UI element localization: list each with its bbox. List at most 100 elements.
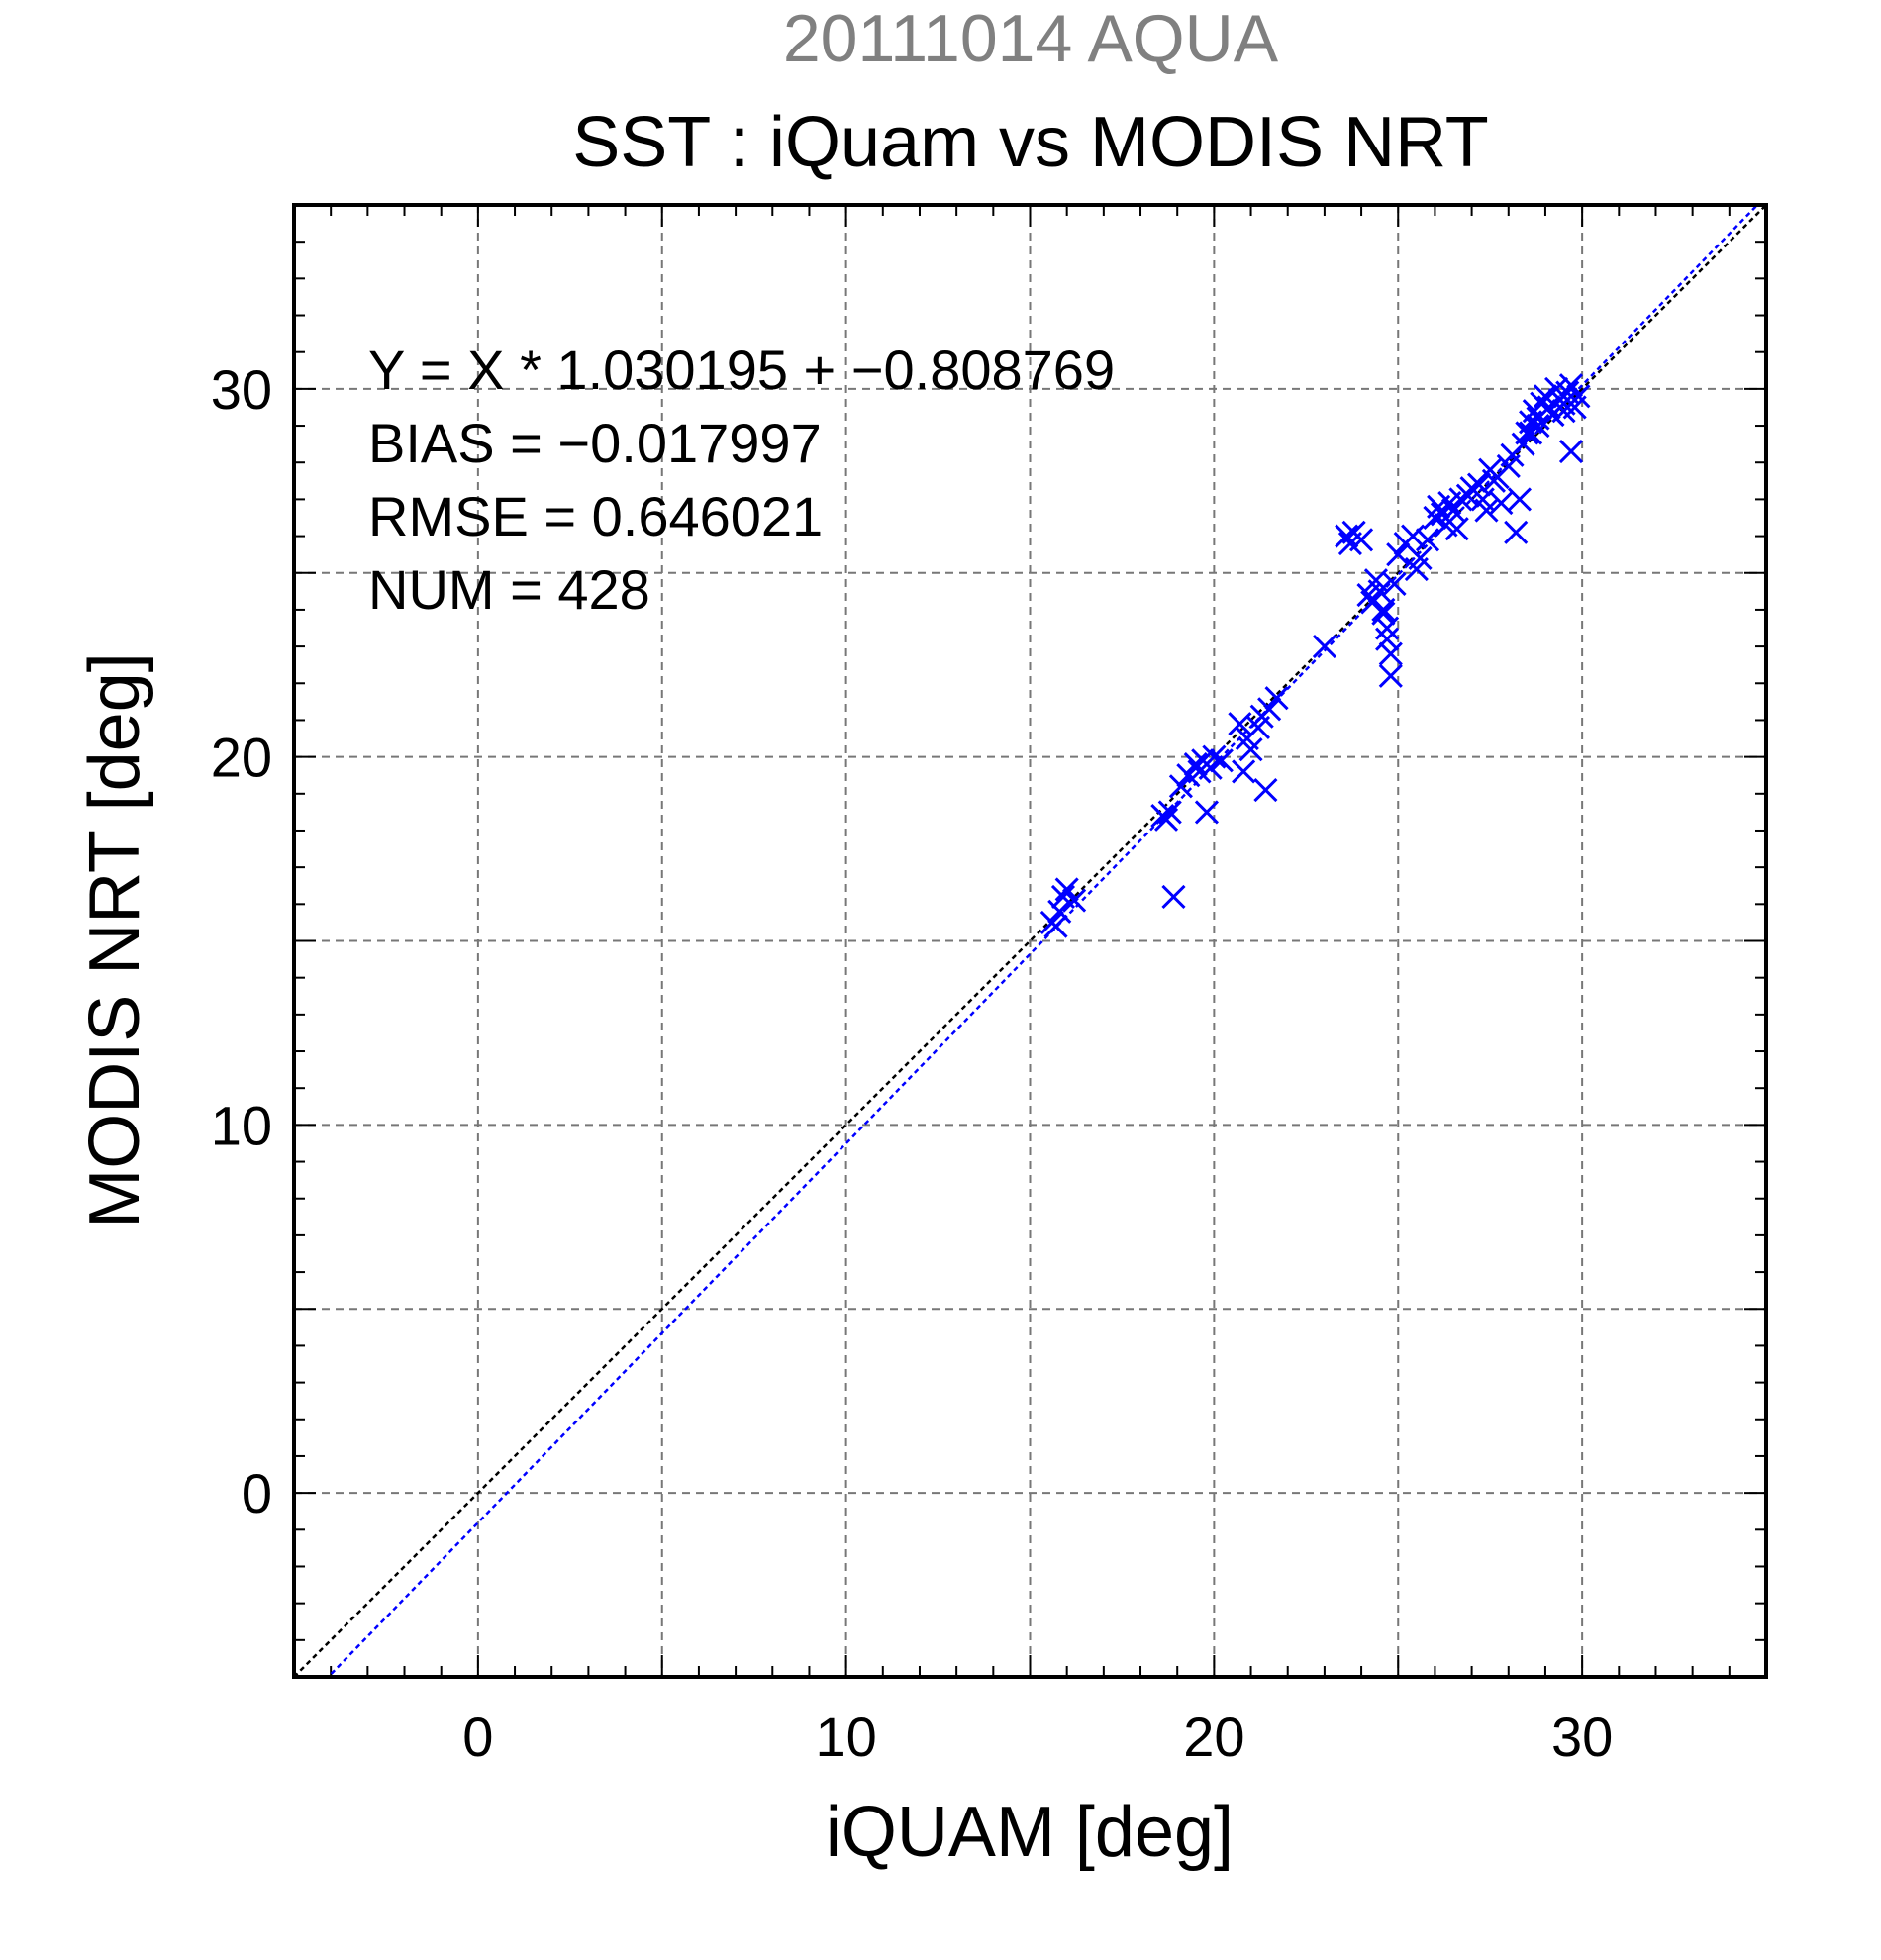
chart-subtitle: 20111014 AQUA <box>783 1 1279 76</box>
data-point <box>1504 520 1529 544</box>
data-point <box>1249 704 1274 729</box>
chart-title: SST : iQuam vs MODIS NRT <box>572 103 1489 182</box>
data-point <box>1466 472 1492 497</box>
data-point-stroke <box>1511 432 1535 456</box>
y-tick-label: 10 <box>211 1094 272 1156</box>
data-point <box>1209 748 1234 773</box>
data-point <box>1511 432 1535 456</box>
data-point-stroke <box>1232 759 1256 784</box>
data-point-stroke <box>1161 884 1186 909</box>
data-point <box>1551 391 1576 416</box>
data-point <box>1382 571 1407 596</box>
data-point <box>1415 528 1440 552</box>
data-point <box>1153 807 1179 832</box>
data-point-stroke <box>1507 487 1532 512</box>
data-point-stroke <box>1360 590 1385 615</box>
data-point <box>1228 712 1252 736</box>
data-point-stroke <box>1187 759 1212 784</box>
data-point-stroke <box>1253 778 1278 803</box>
data-point <box>1264 686 1289 711</box>
data-point <box>1183 751 1208 777</box>
data-point <box>1430 502 1454 527</box>
data-point <box>1378 641 1403 666</box>
data-point-stroke <box>1558 373 1584 398</box>
data-point-stroke <box>1551 391 1576 416</box>
data-point <box>1558 373 1584 398</box>
stats-box: Y = X * 1.030195 + −0.808769 BIAS = −0.0… <box>368 339 1115 621</box>
data-point-stroke <box>1504 520 1529 544</box>
x-tick-label: 10 <box>815 1706 876 1768</box>
data-point <box>1566 384 1591 409</box>
data-point-stroke <box>1536 395 1561 420</box>
x-tick-label: 20 <box>1183 1706 1244 1768</box>
data-points <box>1040 373 1591 938</box>
data-point <box>1054 877 1079 902</box>
data-point <box>1404 556 1429 582</box>
x-tick-label: 0 <box>462 1706 493 1768</box>
data-point <box>1526 413 1550 439</box>
data-point <box>1474 498 1499 523</box>
data-point-stroke <box>1043 914 1068 938</box>
data-point-stroke <box>1050 884 1076 909</box>
data-point <box>1375 616 1400 640</box>
x-tick-label: 30 <box>1551 1706 1613 1768</box>
data-point-stroke <box>1434 513 1458 538</box>
data-point-stroke <box>1209 748 1234 773</box>
data-point-stroke <box>1459 476 1484 501</box>
data-point-stroke <box>1367 579 1392 604</box>
stats-num: NUM = 428 <box>368 558 650 621</box>
data-point-stroke <box>1444 517 1469 541</box>
data-point-stroke <box>1382 571 1407 596</box>
data-point-stroke <box>1378 641 1403 666</box>
data-point <box>1161 884 1186 909</box>
data-point-stroke <box>1337 531 1362 556</box>
data-point <box>1375 627 1400 651</box>
data-point-stroke <box>1489 491 1514 516</box>
data-point-stroke <box>1526 413 1550 439</box>
data-point-stroke <box>1238 737 1263 762</box>
data-point-stroke <box>1474 498 1499 523</box>
data-point-stroke <box>1153 807 1179 832</box>
data-point <box>1194 800 1220 825</box>
data-point-stroke <box>1378 663 1403 688</box>
data-point-stroke <box>1194 800 1220 825</box>
data-point <box>1047 899 1072 924</box>
data-point-stroke <box>1047 899 1072 924</box>
tick-labels: 0 10 20 30 0 10 20 30 <box>211 358 1614 1768</box>
data-point <box>1485 465 1510 490</box>
data-point-stroke <box>1558 440 1584 464</box>
grid-lines <box>294 205 1766 1677</box>
data-point-stroke <box>1054 877 1079 902</box>
data-point <box>1043 914 1068 938</box>
stats-fit-equation: Y = X * 1.030195 + −0.808769 <box>368 339 1115 401</box>
data-point <box>1238 737 1263 762</box>
data-point-stroke <box>1363 568 1389 593</box>
data-point-stroke <box>1062 888 1087 913</box>
data-point <box>1367 579 1392 604</box>
data-point-stroke <box>1335 524 1359 548</box>
data-point-stroke <box>1183 751 1208 777</box>
data-point-stroke <box>1485 465 1510 490</box>
fit-line <box>326 205 1759 1677</box>
data-point <box>1337 531 1362 556</box>
data-point-stroke <box>1566 384 1591 409</box>
data-point <box>1187 759 1212 784</box>
data-point-stroke <box>1264 686 1289 711</box>
data-point-stroke <box>1312 635 1336 659</box>
data-point-stroke <box>1533 384 1558 409</box>
data-point <box>1157 800 1182 825</box>
data-point-stroke <box>1168 774 1193 799</box>
x-axis-label: iQUAM [deg] <box>826 1793 1234 1872</box>
data-point-stroke <box>1404 556 1429 582</box>
data-point <box>1253 778 1278 803</box>
reference-lines <box>294 205 1766 1677</box>
data-point <box>1507 487 1532 512</box>
data-point-stroke <box>1371 601 1396 626</box>
data-point-stroke <box>1375 627 1400 651</box>
data-point <box>1062 888 1087 913</box>
data-point-stroke <box>1470 487 1495 512</box>
data-point <box>1386 542 1411 567</box>
data-point-stroke <box>1401 524 1426 548</box>
data-point-stroke <box>1430 502 1454 527</box>
